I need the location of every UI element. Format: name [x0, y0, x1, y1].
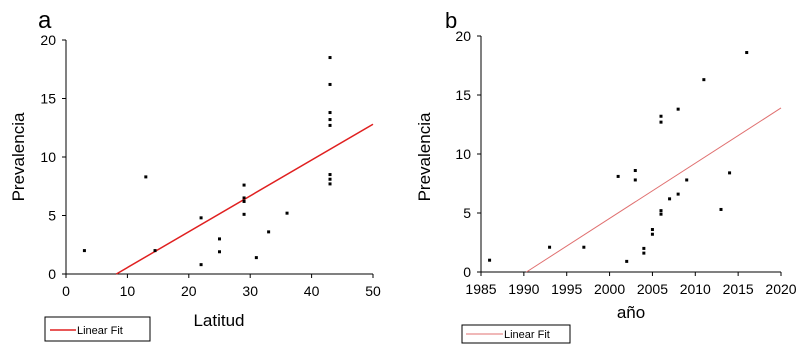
panel-b-data-point	[642, 251, 646, 255]
panel-b-x-tick-label: 1990	[508, 281, 539, 297]
panel-b-y-tick-label: 10	[455, 146, 471, 162]
panel-a-x-tick-label: 40	[304, 283, 320, 299]
panel-b-data-point	[625, 259, 629, 263]
panel-b-y-tick-label: 0	[463, 264, 471, 280]
panel-a-data-point	[254, 256, 258, 260]
panel-a-data-point	[242, 183, 246, 187]
panel-a-data-point	[328, 123, 332, 127]
panel-a-data-point	[199, 216, 203, 220]
panel-a-y-tick-label: 20	[40, 32, 56, 48]
panel-a-data-point	[153, 249, 157, 253]
panel-b-data-point	[582, 245, 586, 249]
panel-b-legend: Linear Fit	[461, 324, 571, 344]
panel-b-data-point	[650, 232, 654, 236]
panel-a-x-tick-label: 20	[181, 283, 197, 299]
panel-b-data-point	[659, 212, 663, 216]
panel-b-data-point	[642, 246, 646, 250]
panel-b-data-point	[633, 178, 637, 182]
panel-a-y-tick-label: 10	[40, 149, 56, 165]
panel-b-data-point	[685, 178, 689, 182]
panel-b-data-point	[659, 114, 663, 118]
panel-a-y-tick-label: 0	[48, 266, 56, 282]
panel-b-x-tick-label: 2020	[765, 281, 796, 297]
panel-b-data-point	[702, 78, 706, 82]
panel-a-legend: Linear Fit	[44, 316, 151, 342]
panel-b-y-tick-label: 15	[455, 87, 471, 103]
panel-b-legend-label: Linear Fit	[504, 329, 550, 341]
panel-a-data-point	[82, 249, 86, 253]
panel-b-data-point	[616, 174, 620, 178]
panel-a-data-point	[199, 263, 203, 267]
panel-a-data-point	[328, 56, 332, 60]
panel-a-y-tick-label: 15	[40, 91, 56, 107]
panel-a-data-point	[267, 230, 271, 234]
panel-b: b Prevalencia año 0 5 10 15 20 1985 1990 1995 20…	[415, 8, 797, 344]
panel-b-data-point	[745, 51, 749, 55]
panel-b-x-tick-label: 2000	[594, 281, 625, 297]
panel-b-x-tick-label: 2005	[637, 281, 668, 297]
panel-b-x-tick-label: 1985	[465, 281, 496, 297]
panel-a-data-point	[242, 196, 246, 200]
panel-a-plot: 0 5 10 15 20 0 10 20 30 40 50	[40, 32, 381, 299]
panel-b-x-tick-label: 2010	[680, 281, 711, 297]
panel-a-data-point	[218, 237, 221, 241]
panel-b-x-tick-label: 2015	[723, 281, 754, 297]
panel-b-y-tick-label: 5	[463, 205, 471, 221]
panel-b-data-point	[676, 107, 680, 111]
panel-a-data-point	[285, 211, 289, 215]
panel-b-data-point	[668, 197, 672, 201]
panel-b-ylabel: Prevalencia	[415, 112, 434, 201]
panel-b-xlabel: año	[617, 303, 645, 322]
panel-a-data-point	[144, 175, 148, 179]
panel-b-data-point	[676, 192, 680, 196]
panel-a-data-point	[328, 111, 332, 115]
panel-a-data-point	[328, 118, 332, 122]
panel-a: a Prevalencia Latitud 0 5 10 15 20 0 10 20 30 40 5…	[9, 7, 381, 342]
panel-b-data-point	[719, 207, 723, 211]
panel-b-data-point	[659, 120, 663, 124]
panel-a-data-point	[328, 82, 332, 86]
panel-a-legend-box	[44, 316, 151, 342]
panel-b-label: b	[445, 8, 457, 33]
panel-a-label: a	[38, 7, 52, 34]
panel-b-data-point	[633, 169, 637, 173]
panel-b-data-point	[488, 258, 492, 262]
panel-b-y-tick-label: 20	[455, 28, 471, 44]
panel-a-data-point	[242, 199, 246, 203]
panel-a-x-tick-label: 10	[120, 283, 136, 299]
panel-b-plot: 0 5 10 15 20 1985 1990 1995 2000 2005 2010 2015 2020	[455, 28, 796, 297]
panel-a-legend-label: Linear Fit	[77, 325, 123, 337]
panel-a-data-point	[328, 173, 332, 177]
panel-b-x-tick-label: 1995	[551, 281, 582, 297]
panel-a-data-point	[218, 250, 221, 254]
panel-a-data-point	[328, 182, 332, 186]
panel-a-x-tick-label: 30	[242, 283, 258, 299]
panel-b-data-point	[728, 171, 732, 175]
panel-b-data-point	[659, 209, 663, 213]
panel-a-xlabel: Latitud	[193, 311, 244, 330]
panel-b-legend-box	[461, 324, 571, 344]
panel-b-fit-line	[526, 107, 782, 273]
panel-a-data-point	[328, 177, 332, 181]
panel-b-data-point	[548, 245, 552, 249]
panel-a-x-tick-label: 0	[62, 283, 70, 299]
panel-a-x-tick-label: 50	[365, 283, 381, 299]
panel-a-y-tick-label: 5	[48, 208, 56, 224]
panel-b-data-point	[650, 228, 654, 232]
panel-a-ylabel: Prevalencia	[9, 112, 28, 201]
panel-a-data-point	[242, 212, 246, 216]
